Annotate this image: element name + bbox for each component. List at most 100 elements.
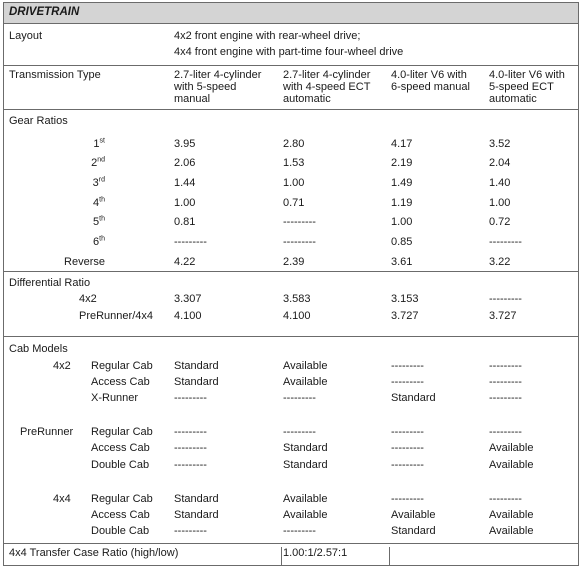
gear-ratio-value: 1.49 bbox=[391, 177, 413, 189]
cab-availability: --------- bbox=[489, 360, 522, 372]
cab-availability: Standard bbox=[391, 392, 436, 404]
gear-ratio-value: 1.19 bbox=[391, 197, 413, 209]
cab-availability: --------- bbox=[283, 426, 316, 438]
transfer-case-divider bbox=[281, 547, 282, 566]
differential-ratio-value: 4.100 bbox=[174, 310, 202, 322]
cab-availability: --------- bbox=[489, 376, 522, 388]
gear-ratio-value: --------- bbox=[174, 236, 207, 248]
gear-ordinal-suffix: nd bbox=[97, 156, 105, 164]
cab-availability: Standard bbox=[283, 459, 328, 471]
differential-ratio-value: 3.727 bbox=[489, 310, 517, 322]
gear-ordinal-suffix: th bbox=[99, 215, 105, 223]
cab-availability: Available bbox=[489, 509, 534, 521]
gear-ratio-value: --------- bbox=[489, 236, 522, 248]
gear-ratio-value: 0.85 bbox=[391, 236, 413, 248]
layout-text: 4x2 front engine with rear-wheel drive; bbox=[174, 30, 361, 42]
cab-availability: Available bbox=[489, 525, 534, 537]
cab-availability: --------- bbox=[174, 459, 207, 471]
gear-ratio-value: 3.61 bbox=[391, 256, 413, 268]
transmission-type-text: 2.7-liter 4-cylinder bbox=[283, 69, 371, 81]
transmission-type-text: 6-speed manual bbox=[391, 81, 470, 93]
gear-label: 1st bbox=[4, 137, 105, 151]
cab-availability: Standard bbox=[391, 525, 436, 537]
cab-availability: --------- bbox=[174, 442, 207, 454]
cab-group-label: 4x2 bbox=[53, 360, 71, 372]
transmission-type-text: 2.7-liter 4-cylinder bbox=[174, 69, 262, 81]
transfer-case-divider bbox=[389, 547, 390, 566]
gear-ordinal-suffix: th bbox=[99, 235, 105, 243]
gear-ratio-value: 2.80 bbox=[283, 138, 305, 150]
gear-ratio-value: --------- bbox=[283, 216, 316, 228]
transmission-type-text: automatic bbox=[489, 93, 537, 105]
cab-group-label: 4x4 bbox=[53, 493, 71, 505]
gear-ratio-value: 1.40 bbox=[489, 177, 511, 189]
cab-availability: --------- bbox=[489, 493, 522, 505]
gear-ratio-value: 4.17 bbox=[391, 138, 413, 150]
gear-ratio-value: 1.44 bbox=[174, 177, 196, 189]
table-title: DRIVETRAIN bbox=[9, 6, 80, 18]
gear-number: 3 bbox=[92, 177, 99, 189]
cab-availability: --------- bbox=[391, 493, 424, 505]
section-divider bbox=[4, 65, 578, 66]
differential-ratio-value: 3.727 bbox=[391, 310, 419, 322]
cab-availability: Available bbox=[283, 493, 328, 505]
cab-availability: Available bbox=[283, 376, 328, 388]
cab-type-label: Double Cab bbox=[91, 525, 150, 537]
cab-availability: --------- bbox=[174, 392, 207, 404]
differential-row-label: PreRunner/4x4 bbox=[79, 310, 153, 322]
gear-ratio-value: 3.22 bbox=[489, 256, 511, 268]
differential-ratio-value: --------- bbox=[489, 293, 522, 305]
gear-ratio-value: 3.95 bbox=[174, 138, 196, 150]
cab-availability: Standard bbox=[283, 442, 328, 454]
gear-ratio-value: 1.00 bbox=[391, 216, 413, 228]
transmission-type-text: with 4-speed ECT bbox=[283, 81, 371, 93]
gear-number: 2 bbox=[91, 157, 98, 169]
cab-availability: --------- bbox=[174, 525, 207, 537]
drivetrain-spec-table: DRIVETRAIN Layout 4x2 front engine with r… bbox=[3, 2, 579, 566]
gear-ratio-value: 2.39 bbox=[283, 256, 305, 268]
cab-availability: --------- bbox=[391, 442, 424, 454]
gear-ratios-label: Gear Ratios bbox=[9, 115, 68, 127]
transmission-label: Transmission Type bbox=[9, 69, 101, 81]
gear-ratio-value: 0.71 bbox=[283, 197, 305, 209]
transmission-type-text: manual bbox=[174, 93, 211, 105]
cab-availability: --------- bbox=[174, 426, 207, 438]
cab-type-label: Regular Cab bbox=[91, 360, 153, 372]
cab-type-label: X-Runner bbox=[91, 392, 139, 404]
gear-ordinal-suffix: st bbox=[99, 137, 105, 145]
gear-ordinal-suffix: rd bbox=[98, 176, 105, 184]
cab-availability: Available bbox=[489, 442, 534, 454]
gear-label: 5th bbox=[4, 215, 105, 229]
gear-label: 2nd bbox=[4, 156, 105, 170]
cab-type-label: Regular Cab bbox=[91, 426, 153, 438]
differential-ratio-value: 3.153 bbox=[391, 293, 419, 305]
cab-availability: --------- bbox=[391, 459, 424, 471]
transmission-type-text: 5-speed ECT bbox=[489, 81, 554, 93]
cab-availability: Available bbox=[283, 360, 328, 372]
cab-models-label: Cab Models bbox=[9, 343, 68, 355]
cab-availability: Available bbox=[391, 509, 436, 521]
transmission-type-text: automatic bbox=[283, 93, 331, 105]
cab-availability: --------- bbox=[489, 426, 522, 438]
cab-availability: --------- bbox=[391, 376, 424, 388]
gear-label: 6th bbox=[4, 235, 105, 249]
gear-number: 6 bbox=[93, 236, 100, 248]
gear-ratio-value: 1.00 bbox=[283, 177, 305, 189]
gear-number: 4 bbox=[93, 197, 100, 209]
transfer-case-label: 4x4 Transfer Case Ratio (high/low) bbox=[9, 547, 179, 559]
gear-ordinal-suffix: th bbox=[99, 196, 105, 204]
transfer-case-value: 1.00:1/2.57:1 bbox=[283, 547, 348, 559]
cab-type-label: Double Cab bbox=[91, 459, 150, 471]
cab-availability: --------- bbox=[391, 360, 424, 372]
layout-text: 4x4 front engine with part-time four-whe… bbox=[174, 46, 404, 58]
transmission-type-text: 4.0-liter V6 with bbox=[489, 69, 565, 81]
cab-type-label: Access Cab bbox=[91, 509, 150, 521]
differential-row-label: 4x2 bbox=[79, 293, 97, 305]
gear-ratio-value: --------- bbox=[283, 236, 316, 248]
transmission-type-text: 4.0-liter V6 with bbox=[391, 69, 467, 81]
section-divider bbox=[4, 109, 578, 110]
section-divider bbox=[4, 543, 578, 544]
cab-availability: Standard bbox=[174, 493, 219, 505]
cab-availability: --------- bbox=[283, 392, 316, 404]
gear-ratio-value: 2.04 bbox=[489, 157, 511, 169]
